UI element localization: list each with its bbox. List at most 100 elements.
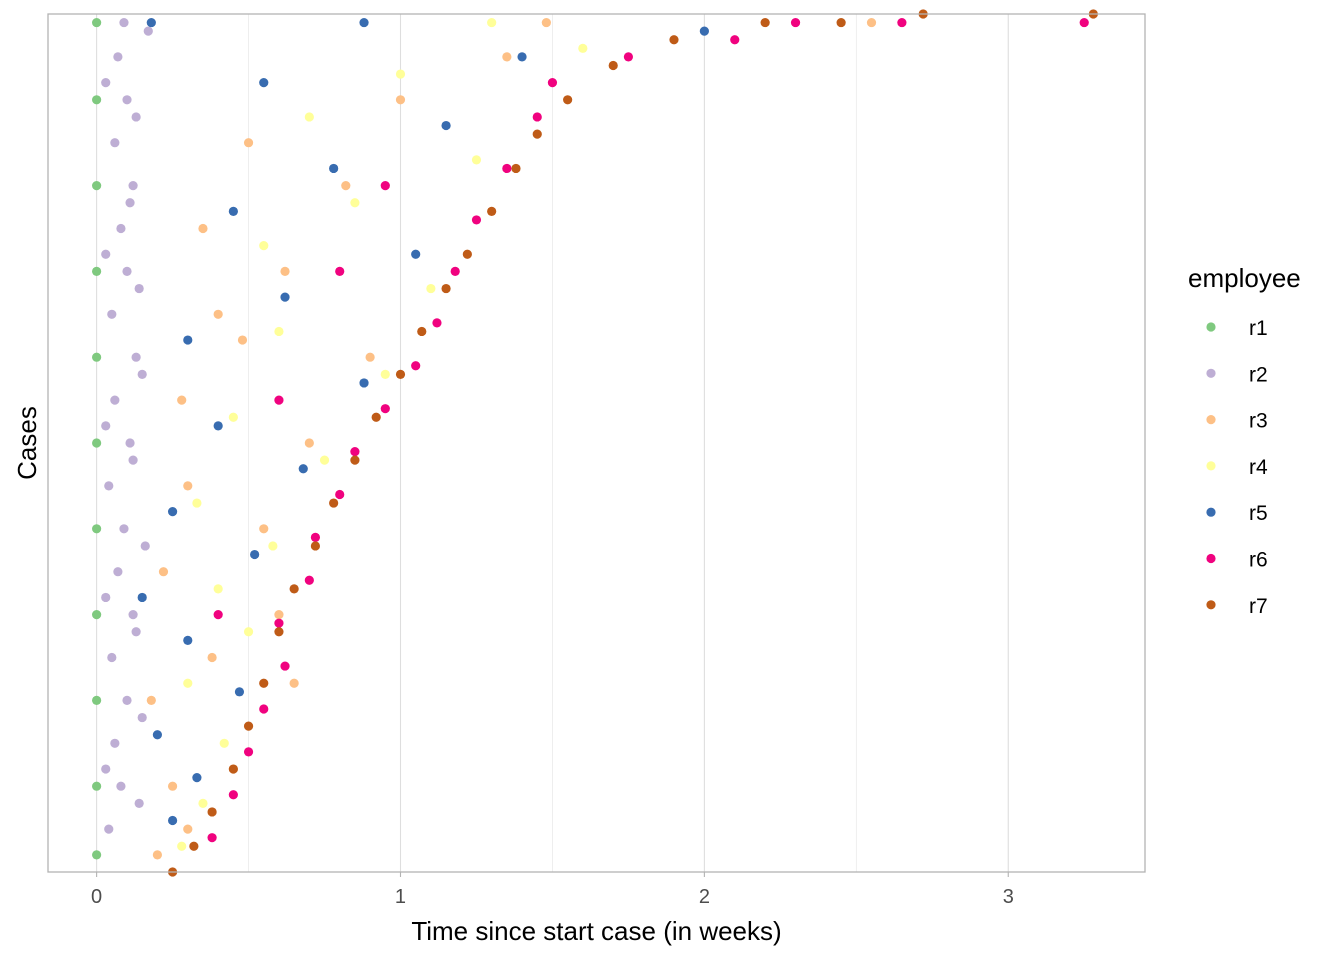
data-point-r7 bbox=[563, 95, 573, 105]
data-point-r3 bbox=[198, 223, 208, 234]
y-axis-title: Cases bbox=[12, 406, 42, 480]
data-point-r4 bbox=[304, 112, 314, 122]
data-point-r2 bbox=[137, 712, 147, 723]
data-point-r1 bbox=[92, 695, 102, 706]
data-point-r4 bbox=[380, 369, 390, 379]
data-point-r5 bbox=[280, 292, 290, 302]
data-point-r7 bbox=[189, 841, 199, 851]
data-point-r2 bbox=[119, 17, 129, 28]
data-point-r5 bbox=[146, 17, 156, 28]
data-point-r2 bbox=[113, 567, 123, 577]
data-point-r7 bbox=[836, 17, 846, 28]
data-point-r3 bbox=[304, 438, 314, 448]
data-points bbox=[92, 9, 1098, 877]
data-point-r6 bbox=[502, 163, 512, 174]
data-point-r2 bbox=[131, 112, 141, 122]
data-point-r7 bbox=[608, 60, 618, 71]
legend-key-r7 bbox=[1206, 600, 1216, 610]
data-point-r7 bbox=[350, 455, 360, 465]
data-point-r2 bbox=[104, 481, 114, 491]
data-point-r2 bbox=[122, 95, 132, 105]
data-point-r5 bbox=[234, 687, 245, 697]
data-point-r3 bbox=[341, 181, 351, 191]
data-point-r5 bbox=[137, 592, 147, 603]
data-point-r2 bbox=[101, 764, 111, 774]
data-point-r3 bbox=[289, 678, 299, 688]
legend-label-r7: r7 bbox=[1249, 595, 1268, 618]
data-point-r5 bbox=[183, 335, 193, 345]
data-point-r6 bbox=[335, 266, 345, 276]
data-point-r4 bbox=[243, 627, 254, 637]
data-point-r2 bbox=[131, 627, 141, 637]
data-point-r6 bbox=[207, 833, 217, 843]
data-point-r4 bbox=[578, 43, 588, 53]
data-point-r4 bbox=[268, 541, 278, 551]
data-point-r4 bbox=[319, 455, 330, 465]
data-point-r5 bbox=[298, 464, 308, 474]
data-point-r4 bbox=[228, 412, 238, 422]
data-point-r2 bbox=[107, 652, 117, 663]
data-point-r5 bbox=[517, 52, 527, 62]
data-point-r4 bbox=[198, 798, 208, 808]
data-point-r5 bbox=[359, 17, 369, 28]
data-point-r3 bbox=[183, 824, 193, 834]
data-point-r7 bbox=[310, 541, 321, 551]
data-point-r2 bbox=[122, 266, 132, 276]
data-point-r5 bbox=[411, 249, 421, 259]
x-tick-label: 1 bbox=[395, 886, 406, 908]
data-point-r1 bbox=[92, 181, 102, 191]
data-point-r5 bbox=[167, 507, 178, 517]
data-point-r2 bbox=[128, 181, 138, 191]
legend-key-r1 bbox=[1206, 322, 1216, 332]
legend-title: employee bbox=[1188, 263, 1301, 293]
data-point-r4 bbox=[219, 738, 229, 748]
data-point-r6 bbox=[228, 790, 238, 800]
legend-label-r1: r1 bbox=[1249, 317, 1268, 340]
data-point-r7 bbox=[395, 369, 406, 379]
data-point-r4 bbox=[350, 198, 360, 208]
data-point-r2 bbox=[134, 283, 144, 294]
data-point-r3 bbox=[167, 781, 178, 791]
panel-background bbox=[48, 14, 1145, 872]
data-point-r6 bbox=[623, 52, 634, 62]
data-point-r1 bbox=[92, 352, 102, 362]
x-axis: 0 1 2 3 bbox=[91, 872, 1014, 908]
data-point-r3 bbox=[177, 395, 187, 405]
data-point-r7 bbox=[329, 498, 339, 508]
data-point-r7 bbox=[289, 584, 299, 594]
legend-key-r5 bbox=[1206, 507, 1216, 517]
data-point-r6 bbox=[411, 361, 421, 371]
data-point-r5 bbox=[441, 120, 451, 131]
data-point-r6 bbox=[350, 446, 360, 457]
data-point-r4 bbox=[395, 69, 406, 79]
legend-key-r4 bbox=[1206, 461, 1216, 471]
data-point-r3 bbox=[146, 695, 156, 706]
legend-key-r3 bbox=[1206, 415, 1216, 425]
data-point-r3 bbox=[259, 524, 269, 534]
legend-label-r2: r2 bbox=[1249, 363, 1268, 386]
data-point-r1 bbox=[92, 95, 102, 105]
data-point-r3 bbox=[213, 309, 223, 319]
data-point-r4 bbox=[426, 283, 436, 294]
data-point-r2 bbox=[101, 78, 111, 88]
data-point-r6 bbox=[1079, 17, 1089, 28]
legend-label-r4: r4 bbox=[1249, 456, 1268, 479]
data-point-r1 bbox=[92, 266, 102, 276]
data-point-r6 bbox=[243, 747, 254, 757]
data-point-r3 bbox=[207, 652, 217, 663]
data-point-r6 bbox=[450, 266, 460, 276]
data-point-r3 bbox=[365, 352, 375, 362]
x-tick-label: 0 bbox=[91, 886, 102, 908]
data-point-r6 bbox=[547, 78, 558, 88]
data-point-r7 bbox=[511, 163, 521, 174]
data-point-r4 bbox=[487, 17, 497, 28]
data-point-r5 bbox=[250, 549, 260, 560]
data-point-r2 bbox=[116, 223, 126, 234]
data-point-r3 bbox=[395, 95, 406, 105]
data-point-r2 bbox=[116, 781, 126, 791]
data-point-r7 bbox=[487, 206, 497, 216]
x-tick-label: 3 bbox=[1003, 886, 1014, 908]
data-point-r2 bbox=[143, 26, 153, 36]
data-point-r6 bbox=[532, 112, 542, 122]
